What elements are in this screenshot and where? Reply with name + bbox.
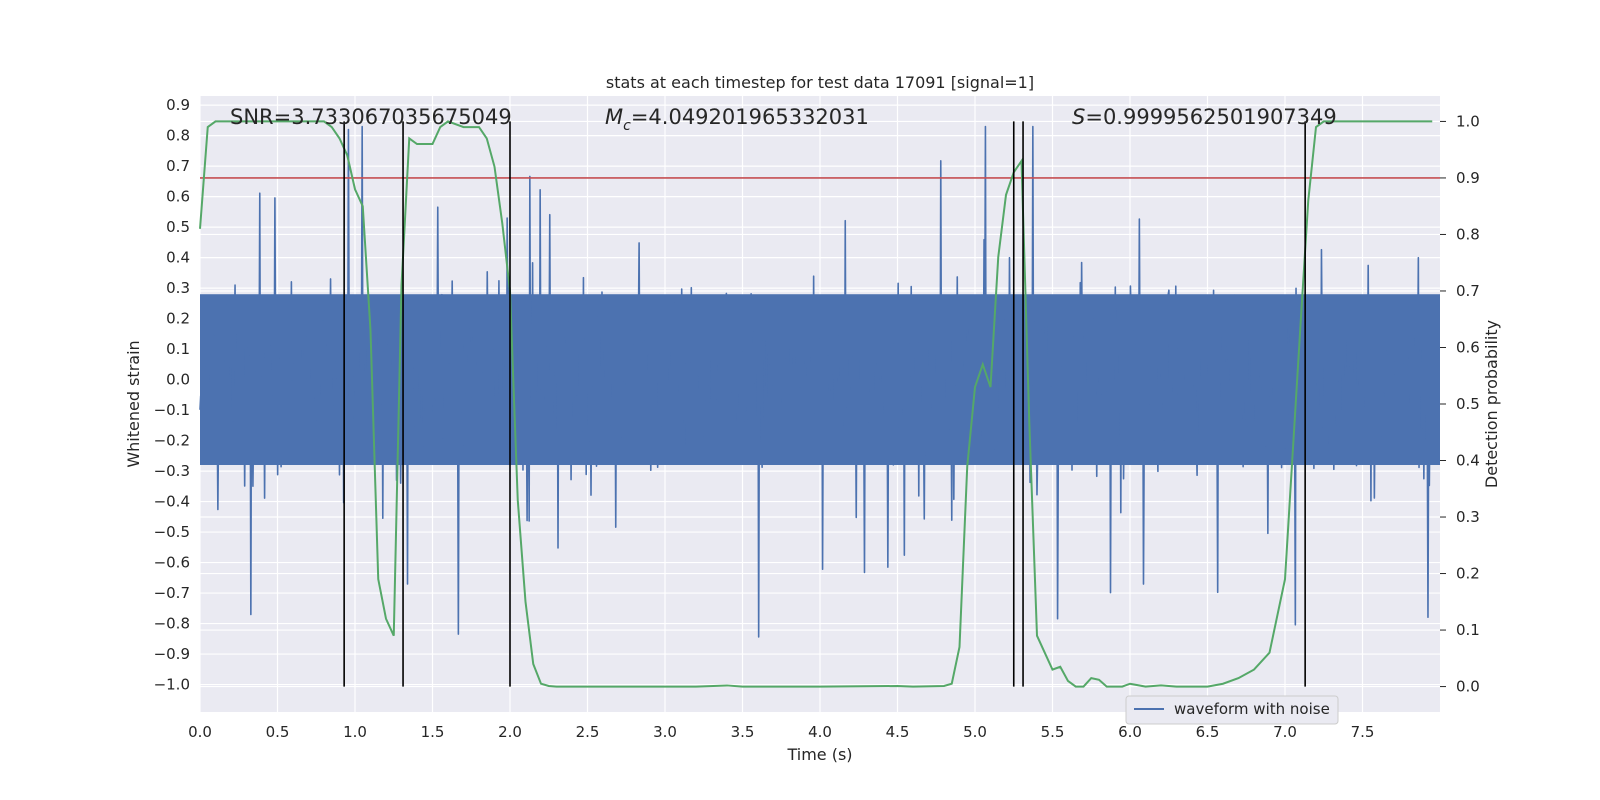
y-tick-label: 0.4 <box>166 249 190 267</box>
y2-tick-label: 0.6 <box>1456 338 1480 356</box>
x-tick-label: 0.5 <box>266 723 290 741</box>
event-lines <box>343 121 1306 687</box>
y-tick-label: 0.1 <box>166 340 190 358</box>
y-tick-label: −1.0 <box>154 676 190 694</box>
mc-value: =4.049201965332031 <box>631 105 869 129</box>
s-value: =0.9999562501907349 <box>1085 105 1336 129</box>
y-tick-label: 0.5 <box>166 218 190 236</box>
x-tick-label: 4.0 <box>808 723 832 741</box>
y2-tick-label: 0.2 <box>1456 565 1480 583</box>
y-tick-label: −0.9 <box>154 645 190 663</box>
x-tick-label: 5.0 <box>963 723 987 741</box>
x-tick-label: 1.0 <box>343 723 367 741</box>
y-tick-label: −0.5 <box>154 523 190 541</box>
y-tick-labels: 0.9 0.8 0.7 0.6 0.5 0.4 0.3 0.2 0.1 0.0 −0.1 −0.2 −0… <box>154 96 190 693</box>
waveform-line <box>199 125 1438 638</box>
x-tick-label: 0.0 <box>188 723 212 741</box>
x-tick-label: 1.5 <box>421 723 445 741</box>
s-symbol: S <box>1072 105 1085 129</box>
y-tick-label: 0.8 <box>166 127 190 145</box>
y-tick-label: 0.3 <box>166 279 190 297</box>
snr-prefix: SNR= <box>230 105 291 129</box>
x-tick-label: 3.5 <box>731 723 755 741</box>
s-annotation: S=0.9999562501907349 <box>1072 105 1337 129</box>
y-tick-label: −0.7 <box>154 584 190 602</box>
x-tick-label: 4.5 <box>886 723 910 741</box>
legend: waveform with noise <box>1125 695 1339 725</box>
y2-tick-label: 0.0 <box>1456 678 1480 696</box>
x-tick-label: 6.5 <box>1196 723 1220 741</box>
mc-annotation: Mc=4.049201965332031 <box>605 105 869 134</box>
x-tick-label: 2.0 <box>498 723 522 741</box>
y2-tick-label: 0.9 <box>1456 169 1480 187</box>
x-tick-labels: 0.0 0.5 1.0 1.5 2.0 2.5 3.0 3.5 4.0 4.5 5.0 5.5 6.0 6… <box>188 723 1374 741</box>
legend-box <box>1125 695 1339 725</box>
y2-tick-label: 0.3 <box>1456 508 1480 526</box>
y2-tick-label: 0.7 <box>1456 282 1480 300</box>
y2-tick-labels: 1.0 0.9 0.8 0.7 0.6 0.5 0.4 0.3 0.2 0.1 0.0 <box>1440 112 1480 696</box>
mc-symbol: M <box>605 105 623 129</box>
y2-tick-label: 0.1 <box>1456 621 1480 639</box>
y2-tick-label: 1.0 <box>1456 112 1480 130</box>
x-tick-label: 2.5 <box>576 723 600 741</box>
x-tick-label: 5.5 <box>1041 723 1065 741</box>
probability-line <box>199 120 1433 688</box>
x-tick-label: 7.5 <box>1351 723 1375 741</box>
probability-series <box>199 120 1433 688</box>
x-axis-label: Time (s) <box>786 745 852 764</box>
y-tick-label: −0.6 <box>154 554 190 572</box>
y2-axis-label: Detection probability <box>1482 320 1501 488</box>
x-tick-label: 3.0 <box>653 723 677 741</box>
y2-tick-label: 0.5 <box>1456 395 1480 413</box>
snr-value: 3.733067035675049 <box>291 105 511 129</box>
y-axis-label: Whitened strain <box>124 340 143 467</box>
y-tick-label: −0.4 <box>154 493 190 511</box>
y-tick-label: 0.0 <box>166 371 190 389</box>
y-tick-label: 0.9 <box>166 96 190 114</box>
y-tick-label: −0.3 <box>154 462 190 480</box>
y2-tick-label: 0.8 <box>1456 225 1480 243</box>
y-tick-label: 0.6 <box>166 188 190 206</box>
mc-subscript: c <box>623 118 631 134</box>
y-tick-label: 0.7 <box>166 157 190 175</box>
y-tick-label: −0.1 <box>154 401 190 419</box>
waveform-series <box>199 125 1440 638</box>
y2-tick-label: 0.4 <box>1456 452 1480 470</box>
x-tick-label: 6.0 <box>1118 723 1142 741</box>
y-tick-label: 0.2 <box>166 310 190 328</box>
legend-label: waveform with noise <box>1174 700 1330 718</box>
snr-annotation: SNR=3.733067035675049 <box>230 105 512 129</box>
y-tick-label: −0.8 <box>154 615 190 633</box>
y-tick-label: −0.2 <box>154 432 190 450</box>
x-tick-label: 7.0 <box>1273 723 1297 741</box>
chart-title: stats at each timestep for test data 170… <box>606 73 1034 92</box>
